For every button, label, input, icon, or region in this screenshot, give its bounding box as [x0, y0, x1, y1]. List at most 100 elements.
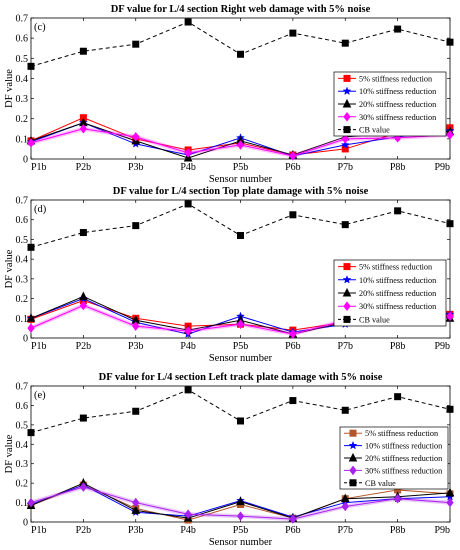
- series-line: [30, 203, 451, 248]
- legend-label: 20% stiffness reduction: [359, 289, 436, 298]
- x-tick-label: P6b: [285, 162, 301, 173]
- panel-label: (d): [34, 204, 47, 215]
- y-axis-label: DF value: [4, 69, 15, 108]
- data-point: [132, 222, 140, 230]
- data-point: [132, 407, 140, 415]
- x-tick-label: P5b: [233, 162, 249, 173]
- x-tick-label: P9b: [434, 162, 450, 173]
- y-tick-label: 0.3: [16, 274, 29, 285]
- data-point: [446, 220, 454, 228]
- y-tick-label: 0.2: [16, 294, 29, 305]
- data-point: [27, 429, 35, 437]
- series-line: [30, 21, 451, 67]
- legend-label: 10% stiffness reduction: [365, 442, 442, 451]
- legend-label: 20% stiffness reduction: [365, 454, 442, 463]
- y-tick-label: 0.4: [16, 255, 29, 266]
- y-tick-label: 0.5: [16, 235, 29, 246]
- data-point: [132, 321, 140, 332]
- legend-label: CB value: [365, 479, 396, 488]
- series-4: [27, 482, 454, 524]
- x-tick-label: P9b: [434, 525, 450, 536]
- x-tick-label: P6b: [285, 341, 301, 352]
- data-point: [79, 229, 87, 237]
- x-tick-label: P4b: [180, 341, 196, 352]
- x-tick-label: P8b: [390, 341, 406, 352]
- x-tick-label: P2b: [76, 162, 92, 173]
- y-tick-label: 0.1: [16, 498, 29, 509]
- data-point: [341, 221, 349, 229]
- y-tick-label: 0.1: [16, 314, 29, 325]
- legend: 5% stiffness reduction 10% stiffness redu…: [333, 71, 447, 137]
- data-point: [289, 211, 297, 219]
- legend-marker: [349, 479, 357, 487]
- chart-panel-1: DF value for L/4 section Right web damag…: [4, 4, 455, 185]
- y-tick-label: 0.2: [16, 114, 29, 125]
- data-point: [446, 38, 454, 46]
- x-tick-label: P4b: [180, 525, 196, 536]
- data-point: [445, 487, 455, 497]
- data-point: [27, 323, 35, 333]
- legend-marker: [348, 440, 358, 450]
- x-tick-label: P9b: [434, 341, 450, 352]
- y-tick-label: 0: [23, 155, 28, 166]
- legend-marker: [342, 287, 352, 297]
- data-point: [394, 25, 402, 33]
- data-point: [79, 291, 88, 301]
- y-tick-label: 0: [23, 518, 28, 529]
- y-tick-label: 0.1: [16, 134, 29, 145]
- legend-marker: [343, 301, 351, 312]
- data-point: [446, 129, 454, 140]
- legend-label: 30% stiffness reduction: [359, 302, 436, 311]
- data-point: [79, 414, 87, 422]
- data-point: [237, 231, 244, 239]
- legend-label: 30% stiffness reduction: [359, 113, 436, 122]
- legend-label: 10% stiffness reduction: [359, 276, 436, 285]
- data-point: [184, 18, 192, 26]
- y-tick-label: 0.2: [16, 479, 29, 490]
- x-axis-label: Sensor number: [209, 174, 273, 185]
- series-4: [27, 123, 454, 161]
- y-tick-label: 0.6: [16, 34, 29, 45]
- data-point: [340, 140, 350, 149]
- x-axis-label: Sensor number: [209, 537, 273, 548]
- legend-label: 5% stiffness reduction: [359, 263, 432, 272]
- data-point: [289, 514, 297, 524]
- y-tick-label: 0.4: [16, 74, 29, 85]
- legend-marker: [349, 429, 357, 437]
- x-tick-label: P8b: [390, 162, 406, 173]
- legend-label: 5% stiffness reduction: [365, 429, 438, 438]
- legend-marker: [342, 98, 352, 108]
- data-point: [289, 151, 297, 161]
- y-tick-label: 0.7: [16, 196, 29, 207]
- x-tick-label: P5b: [233, 341, 249, 352]
- x-tick-label: P3b: [128, 341, 144, 352]
- chart-title: DF value for L/4 section Left track plat…: [99, 372, 383, 383]
- x-tick-label: P7b: [337, 162, 353, 173]
- data-point: [289, 329, 297, 339]
- legend: 5% stiffness reduction 10% stiffness redu…: [333, 259, 447, 327]
- legend-label: CB value: [359, 126, 390, 135]
- data-point: [27, 497, 35, 508]
- y-tick-label: 0.7: [16, 382, 29, 393]
- legend-marker: [343, 315, 351, 323]
- data-point: [289, 397, 297, 405]
- data-point: [79, 300, 87, 311]
- legend-label: 20% stiffness reduction: [359, 100, 436, 109]
- data-point: [394, 493, 402, 504]
- legend-marker: [342, 275, 352, 284]
- y-tick-label: 0.5: [16, 420, 29, 431]
- y-tick-label: 0.6: [16, 401, 29, 412]
- legend-marker: [343, 126, 351, 134]
- chart-title: DF value for L/4 section Right web damag…: [111, 4, 371, 15]
- data-point: [236, 140, 245, 150]
- y-axis-label: DF value: [4, 434, 15, 473]
- legend-label: 30% stiffness reduction: [365, 466, 442, 475]
- legend-marker: [349, 465, 357, 476]
- data-point: [341, 134, 349, 144]
- x-tick-label: P1b: [31, 162, 47, 173]
- x-tick-label: P8b: [390, 525, 406, 536]
- data-point: [27, 243, 35, 251]
- series-line: [30, 389, 451, 434]
- data-point: [446, 497, 454, 508]
